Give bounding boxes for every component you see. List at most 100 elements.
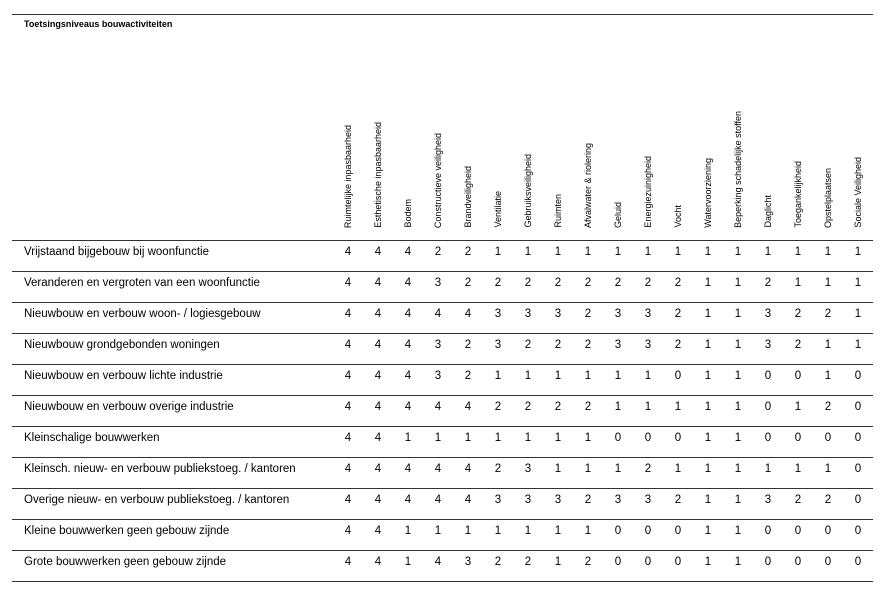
row-label: Nieuwbouw en verbouw woon- / logiesgebou… bbox=[12, 302, 333, 334]
cell-value: 2 bbox=[573, 550, 603, 582]
cell-value: 1 bbox=[543, 457, 573, 489]
table-container: Toetsingsniveaus bouwactiviteiten Ruimte… bbox=[12, 14, 873, 582]
cell-value: 3 bbox=[633, 488, 663, 520]
table-row: Kleinsch. nieuw- en verbouw publiekstoeg… bbox=[12, 457, 873, 489]
cell-value: 1 bbox=[843, 333, 873, 365]
cell-value: 1 bbox=[843, 302, 873, 334]
cell-value: 1 bbox=[693, 333, 723, 365]
cell-value: 2 bbox=[813, 395, 843, 427]
cell-value: 4 bbox=[333, 519, 363, 551]
cell-value: 1 bbox=[423, 519, 453, 551]
cell-value: 0 bbox=[753, 550, 783, 582]
cell-value: 1 bbox=[603, 240, 633, 272]
cell-value: 1 bbox=[663, 395, 693, 427]
cell-value: 4 bbox=[423, 457, 453, 489]
cell-value: 1 bbox=[573, 457, 603, 489]
cell-value: 2 bbox=[453, 333, 483, 365]
cell-value: 1 bbox=[513, 519, 543, 551]
cell-value: 4 bbox=[363, 395, 393, 427]
cell-value: 3 bbox=[423, 364, 453, 396]
cell-value: 4 bbox=[453, 488, 483, 520]
column-header: Geluid bbox=[603, 14, 633, 241]
cell-value: 2 bbox=[513, 271, 543, 303]
cell-value: 2 bbox=[783, 333, 813, 365]
column-header: Ruimten bbox=[543, 14, 573, 241]
cell-value: 1 bbox=[843, 271, 873, 303]
cell-value: 3 bbox=[423, 333, 453, 365]
cell-value: 0 bbox=[813, 519, 843, 551]
table-title: Toetsingsniveaus bouwactiviteiten bbox=[12, 14, 333, 241]
cell-value: 4 bbox=[333, 333, 363, 365]
cell-value: 0 bbox=[663, 364, 693, 396]
cell-value: 4 bbox=[393, 302, 423, 334]
cell-value: 3 bbox=[603, 302, 633, 334]
column-header-text: Constructieve veiligheid bbox=[433, 132, 443, 228]
cell-value: 1 bbox=[753, 240, 783, 272]
column-header-text: Daglicht bbox=[763, 195, 773, 228]
cell-value: 1 bbox=[543, 426, 573, 458]
cell-value: 1 bbox=[813, 457, 843, 489]
cell-value: 4 bbox=[363, 550, 393, 582]
cell-value: 0 bbox=[633, 519, 663, 551]
cell-value: 1 bbox=[723, 302, 753, 334]
cell-value: 1 bbox=[753, 457, 783, 489]
cell-value: 1 bbox=[693, 395, 723, 427]
cell-value: 2 bbox=[813, 488, 843, 520]
cell-value: 1 bbox=[693, 457, 723, 489]
cell-value: 0 bbox=[663, 519, 693, 551]
cell-value: 0 bbox=[843, 364, 873, 396]
cell-value: 2 bbox=[483, 395, 513, 427]
column-header: Vocht bbox=[663, 14, 693, 241]
cell-value: 1 bbox=[513, 426, 543, 458]
column-header: Ventilatie bbox=[483, 14, 513, 241]
cell-value: 2 bbox=[663, 302, 693, 334]
cell-value: 3 bbox=[423, 271, 453, 303]
cell-value: 2 bbox=[783, 302, 813, 334]
cell-value: 0 bbox=[753, 519, 783, 551]
cell-value: 4 bbox=[453, 302, 483, 334]
table-row: Nieuwbouw grondgebonden woningen 4 4 4 3 2 3 2 2… bbox=[12, 333, 873, 365]
cell-value: 3 bbox=[543, 302, 573, 334]
column-header: Energiezuinigheid bbox=[633, 14, 663, 241]
column-header: Afvalwater & riolering bbox=[573, 14, 603, 241]
cell-value: 1 bbox=[723, 519, 753, 551]
cell-value: 4 bbox=[333, 240, 363, 272]
cell-value: 2 bbox=[483, 271, 513, 303]
cell-value: 1 bbox=[723, 333, 753, 365]
cell-value: 0 bbox=[813, 426, 843, 458]
column-header-text: Brandveiligheid bbox=[463, 166, 473, 228]
cell-value: 2 bbox=[453, 240, 483, 272]
column-header-text: Opstelplaatsen bbox=[823, 167, 833, 228]
table-row: Nieuwbouw en verbouw lichte industrie 4 4 4… bbox=[12, 364, 873, 396]
cell-value: 1 bbox=[693, 488, 723, 520]
cell-value: 2 bbox=[663, 271, 693, 303]
cell-value: 1 bbox=[453, 426, 483, 458]
cell-value: 3 bbox=[483, 488, 513, 520]
cell-value: 1 bbox=[573, 519, 603, 551]
cell-value: 1 bbox=[723, 550, 753, 582]
cell-value: 1 bbox=[693, 426, 723, 458]
column-header-text: Vocht bbox=[673, 205, 683, 228]
column-header-text: Energiezuinigheid bbox=[643, 156, 653, 228]
cell-value: 1 bbox=[543, 240, 573, 272]
cell-value: 1 bbox=[483, 240, 513, 272]
cell-value: 2 bbox=[573, 395, 603, 427]
cell-value: 1 bbox=[453, 519, 483, 551]
cell-value: 1 bbox=[483, 364, 513, 396]
cell-value: 3 bbox=[753, 333, 783, 365]
column-header: Gebruiksveiligheid bbox=[513, 14, 543, 241]
column-header-text: Geluid bbox=[613, 201, 623, 228]
cell-value: 2 bbox=[453, 364, 483, 396]
cell-value: 1 bbox=[393, 519, 423, 551]
cell-value: 3 bbox=[543, 488, 573, 520]
cell-value: 3 bbox=[483, 302, 513, 334]
cell-value: 2 bbox=[513, 550, 543, 582]
cell-value: 2 bbox=[543, 395, 573, 427]
cell-value: 2 bbox=[633, 271, 663, 303]
cell-value: 1 bbox=[723, 271, 753, 303]
cell-value: 0 bbox=[753, 395, 783, 427]
column-header-text: Bodem bbox=[403, 199, 413, 228]
cell-value: 2 bbox=[753, 271, 783, 303]
column-header: Opstelplaatsen bbox=[813, 14, 843, 241]
cell-value: 1 bbox=[633, 364, 663, 396]
